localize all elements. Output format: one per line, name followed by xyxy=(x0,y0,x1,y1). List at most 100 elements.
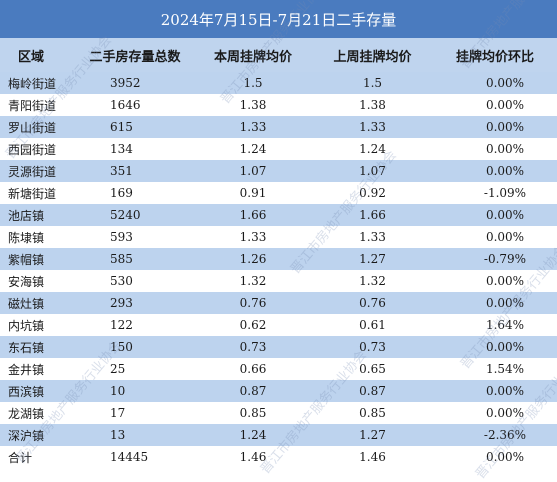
table-row: 罗山街道 615 1.33 1.33 0.00% xyxy=(0,116,557,138)
cell-last-week-price: 0.61 xyxy=(359,318,386,332)
cell-price-change: -1.09% xyxy=(483,186,527,200)
cell-last-week-price: 0.92 xyxy=(359,186,386,200)
cell-last-week-price: 0.85 xyxy=(359,406,386,420)
cell-region: 梅岭街道 xyxy=(8,76,57,91)
table-row: 紫帽镇 585 1.26 1.27 -0.79% xyxy=(0,248,557,270)
cell-price-change: 0.00% xyxy=(485,76,525,90)
cell-price-change: 0.00% xyxy=(485,164,525,178)
cell-price-change: -2.36% xyxy=(483,428,527,442)
cell-last-week-price: 1.33 xyxy=(359,230,386,244)
cell-price-change: 0.00% xyxy=(485,340,525,354)
cell-price-change: 0.00% xyxy=(485,274,525,288)
cell-region: 灵源街道 xyxy=(8,164,57,179)
cell-last-week-price: 1.66 xyxy=(359,208,386,222)
cell-last-week-price: 1.27 xyxy=(359,428,386,442)
cell-stock-total: 5240 xyxy=(110,208,141,222)
table-row: 安海镇 530 1.32 1.32 0.00% xyxy=(0,270,557,292)
cell-this-week-price: 0.91 xyxy=(239,186,267,200)
cell-stock-total: 593 xyxy=(110,230,133,244)
cell-region: 陈埭镇 xyxy=(8,230,45,245)
total-row: 合计 14445 1.46 1.46 0.00% xyxy=(0,446,557,468)
cell-last-week-price: 1.5 xyxy=(362,76,383,90)
cell-price-change: 1.54% xyxy=(485,362,525,376)
cell-last-week-price: 0.65 xyxy=(359,362,386,376)
header-stock-total: 二手房存量总数 xyxy=(89,49,181,65)
cell-last-week-price: 0.76 xyxy=(359,296,386,310)
table-body: 梅岭街道 3952 1.5 1.5 0.00% 青阳街道 1646 1.38 1.38 0.00%… xyxy=(0,72,557,468)
cell-region: 池店镇 xyxy=(8,208,45,223)
cell-last-week-price: 1.38 xyxy=(359,98,386,112)
table-row: 梅岭街道 3952 1.5 1.5 0.00% xyxy=(0,72,557,94)
table-row: 陈埭镇 593 1.33 1.33 0.00% xyxy=(0,226,557,248)
cell-region: 紫帽镇 xyxy=(8,252,45,267)
cell-stock-total: 13 xyxy=(110,428,126,442)
cell-this-week-price: 1.46 xyxy=(239,450,267,464)
cell-price-change: 1.64% xyxy=(485,318,525,332)
cell-this-week-price: 1.07 xyxy=(239,164,267,178)
cell-price-change: 0.00% xyxy=(485,406,525,420)
cell-last-week-price: 1.27 xyxy=(359,252,386,266)
table-row: 新塘街道 169 0.91 0.92 -1.09% xyxy=(0,182,557,204)
table-row: 西园街道 134 1.24 1.24 0.00% xyxy=(0,138,557,160)
cell-price-change: 0.00% xyxy=(485,120,525,134)
cell-this-week-price: 1.26 xyxy=(239,252,267,266)
cell-this-week-price: 1.33 xyxy=(239,120,267,134)
cell-last-week-price: 1.07 xyxy=(359,164,386,178)
cell-price-change: -0.79% xyxy=(483,252,527,266)
cell-price-change: 0.00% xyxy=(485,296,525,310)
cell-price-change: 0.00% xyxy=(485,384,525,398)
cell-stock-total: 25 xyxy=(110,362,126,376)
cell-this-week-price: 0.85 xyxy=(239,406,267,420)
cell-this-week-price: 1.5 xyxy=(243,76,263,90)
cell-stock-total: 1646 xyxy=(110,98,141,112)
cell-stock-total: 122 xyxy=(110,318,133,332)
table-row: 东石镇 150 0.73 0.73 0.00% xyxy=(0,336,557,358)
cell-stock-total: 14445 xyxy=(110,450,149,464)
cell-region: 金井镇 xyxy=(8,362,45,377)
cell-this-week-price: 0.62 xyxy=(239,318,267,332)
cell-this-week-price: 0.76 xyxy=(239,296,267,310)
header-price-change: 挂牌均价环比 xyxy=(455,49,534,65)
table-header-row: 区域 二手房存量总数 本周挂牌均价 上周挂牌均价 挂牌均价环比 xyxy=(0,38,557,72)
cell-price-change: 0.00% xyxy=(485,230,525,244)
table-row: 西滨镇 10 0.87 0.87 0.00% xyxy=(0,380,557,402)
cell-stock-total: 530 xyxy=(110,274,133,288)
cell-last-week-price: 1.24 xyxy=(359,142,386,156)
table-row: 金井镇 25 0.66 0.65 1.54% xyxy=(0,358,557,380)
cell-this-week-price: 0.66 xyxy=(239,362,267,376)
table-row: 灵源街道 351 1.07 1.07 0.00% xyxy=(0,160,557,182)
cell-stock-total: 150 xyxy=(110,340,133,354)
cell-stock-total: 293 xyxy=(110,296,133,310)
cell-stock-total: 351 xyxy=(110,164,133,178)
cell-price-change: 0.00% xyxy=(485,142,525,156)
cell-region: 龙湖镇 xyxy=(8,406,45,421)
cell-price-change: 0.00% xyxy=(485,98,525,112)
cell-this-week-price: 1.38 xyxy=(239,98,267,112)
cell-region: 罗山街道 xyxy=(8,120,57,135)
cell-this-week-price: 0.87 xyxy=(239,384,267,398)
cell-region: 西园街道 xyxy=(8,142,57,157)
cell-this-week-price: 1.24 xyxy=(239,428,267,442)
cell-stock-total: 17 xyxy=(110,406,126,420)
cell-last-week-price: 0.73 xyxy=(359,340,386,354)
cell-last-week-price: 1.46 xyxy=(359,450,386,464)
table-title: 2024年7月15日-7月21日二手存量 xyxy=(0,0,557,38)
header-region: 区域 xyxy=(18,49,45,65)
table-row: 青阳街道 1646 1.38 1.38 0.00% xyxy=(0,94,557,116)
cell-region: 深沪镇 xyxy=(8,428,45,443)
cell-this-week-price: 0.73 xyxy=(239,340,267,354)
cell-region: 青阳街道 xyxy=(8,98,57,113)
cell-region: 磁灶镇 xyxy=(8,296,45,311)
cell-last-week-price: 1.32 xyxy=(359,274,386,288)
table-row: 深沪镇 13 1.24 1.27 -2.36% xyxy=(0,424,557,446)
table-row: 龙湖镇 17 0.85 0.85 0.00% xyxy=(0,402,557,424)
cell-stock-total: 134 xyxy=(110,142,133,156)
cell-price-change: 0.00% xyxy=(485,208,525,222)
table-row: 池店镇 5240 1.66 1.66 0.00% xyxy=(0,204,557,226)
cell-this-week-price: 1.32 xyxy=(239,274,267,288)
header-last-week-price: 上周挂牌均价 xyxy=(333,49,412,65)
cell-this-week-price: 1.24 xyxy=(239,142,267,156)
cell-this-week-price: 1.33 xyxy=(239,230,267,244)
cell-stock-total: 169 xyxy=(110,186,133,200)
